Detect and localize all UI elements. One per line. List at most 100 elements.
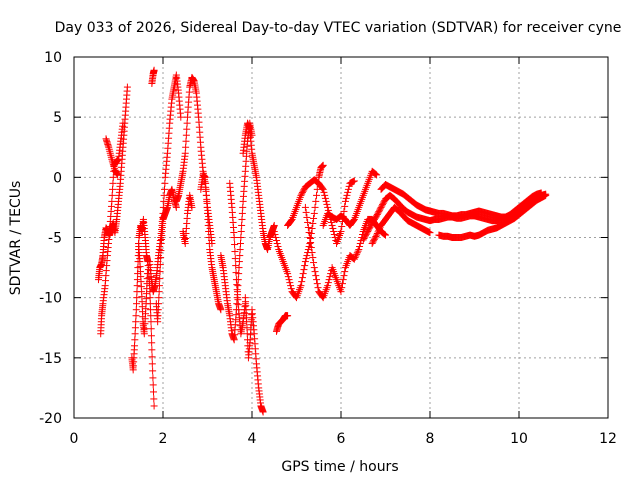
data-point bbox=[337, 288, 345, 296]
data-point bbox=[309, 254, 317, 262]
data-point bbox=[147, 325, 155, 333]
data-point bbox=[259, 408, 267, 416]
data-point bbox=[302, 208, 310, 216]
data-point bbox=[344, 185, 352, 193]
data-point bbox=[108, 157, 116, 165]
x-tick-label: 2 bbox=[159, 431, 168, 447]
x-tick-label: 4 bbox=[248, 431, 257, 447]
data-point bbox=[205, 227, 213, 235]
data-point bbox=[343, 191, 351, 199]
data-point bbox=[132, 318, 140, 326]
y-tick-label: 5 bbox=[53, 110, 62, 126]
data-point bbox=[313, 191, 321, 199]
data-point bbox=[322, 197, 330, 205]
data-point bbox=[237, 234, 245, 241]
data-point bbox=[340, 272, 348, 280]
data-point bbox=[350, 177, 358, 185]
data-point bbox=[313, 280, 321, 288]
data-point bbox=[375, 226, 383, 234]
data-point bbox=[328, 221, 336, 229]
data-point bbox=[286, 279, 294, 287]
y-tick-label: -20 bbox=[39, 411, 62, 427]
data-point bbox=[324, 279, 332, 287]
data-point bbox=[426, 229, 434, 237]
data-point bbox=[183, 119, 191, 127]
data-point bbox=[352, 252, 360, 260]
data-point bbox=[326, 273, 334, 281]
x-tick-label: 0 bbox=[70, 431, 79, 447]
data-point bbox=[304, 223, 312, 231]
data-point bbox=[133, 300, 141, 308]
data-point bbox=[119, 119, 127, 127]
data-point bbox=[330, 227, 338, 235]
data-point bbox=[311, 203, 319, 211]
data-point bbox=[108, 155, 116, 163]
data-point bbox=[305, 228, 313, 236]
data-point bbox=[314, 284, 322, 292]
data-point bbox=[341, 202, 349, 210]
data-point bbox=[341, 197, 349, 205]
data-points bbox=[94, 66, 550, 416]
data-point bbox=[338, 280, 346, 288]
data-point bbox=[108, 191, 116, 199]
data-point bbox=[297, 282, 305, 290]
data-point bbox=[353, 250, 361, 258]
data-point bbox=[172, 203, 180, 211]
data-point bbox=[304, 218, 312, 226]
x-tick-label: 8 bbox=[426, 431, 435, 447]
data-point bbox=[321, 191, 329, 199]
data-point bbox=[205, 240, 213, 248]
data-point bbox=[307, 239, 315, 247]
data-point bbox=[188, 203, 196, 211]
data-point bbox=[310, 259, 318, 267]
data-point bbox=[371, 170, 379, 178]
data-point bbox=[182, 131, 190, 139]
data-point bbox=[312, 197, 320, 205]
data-point bbox=[182, 137, 190, 145]
data-point bbox=[205, 234, 213, 241]
data-point bbox=[239, 203, 247, 211]
data-point bbox=[157, 247, 165, 255]
data-point bbox=[148, 360, 156, 368]
data-point bbox=[299, 270, 307, 278]
data-point bbox=[274, 243, 282, 251]
data-point bbox=[542, 191, 550, 199]
data-point bbox=[203, 203, 211, 211]
data-point bbox=[149, 367, 157, 375]
data-point bbox=[287, 285, 295, 293]
data-point bbox=[287, 216, 295, 224]
data-point bbox=[149, 374, 157, 382]
data-point bbox=[123, 83, 131, 91]
data-point bbox=[132, 312, 140, 320]
data-point bbox=[373, 171, 381, 179]
chart-title: Day 033 of 2026, Sidereal Day-to-day VTE… bbox=[55, 20, 622, 36]
data-point bbox=[310, 214, 318, 222]
data-point bbox=[310, 209, 318, 217]
data-point bbox=[182, 143, 190, 151]
data-point bbox=[154, 318, 162, 326]
data-point bbox=[300, 266, 308, 274]
data-point bbox=[204, 221, 212, 229]
data-point bbox=[154, 312, 162, 320]
data-point bbox=[354, 247, 362, 255]
data-point bbox=[330, 230, 338, 238]
data-point bbox=[201, 173, 209, 181]
data-point bbox=[146, 294, 154, 302]
data-point bbox=[238, 209, 246, 217]
data-point bbox=[381, 230, 389, 238]
data-point bbox=[303, 252, 311, 260]
data-point bbox=[372, 232, 380, 240]
data-point bbox=[312, 272, 320, 280]
data-point bbox=[301, 258, 309, 266]
data-point bbox=[301, 203, 309, 211]
data-point bbox=[355, 246, 363, 254]
data-point bbox=[319, 185, 327, 193]
data-point bbox=[155, 288, 163, 296]
data-point bbox=[177, 113, 185, 121]
data-point bbox=[356, 243, 364, 251]
data-point bbox=[131, 342, 139, 350]
data-point bbox=[147, 332, 155, 340]
data-point bbox=[155, 294, 163, 302]
y-tick-label: 0 bbox=[53, 170, 62, 186]
